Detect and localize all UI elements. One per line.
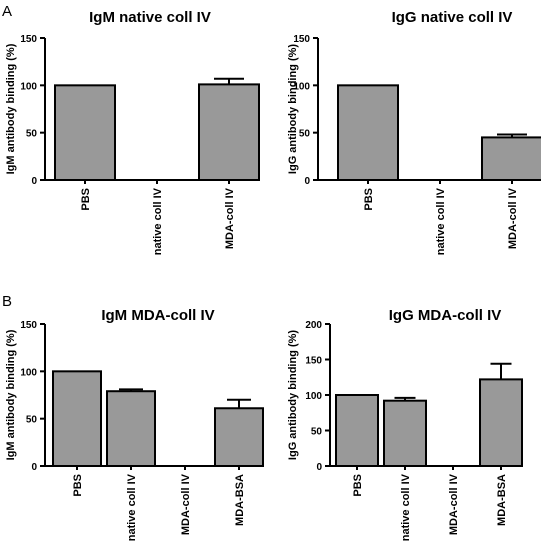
- category-label: native coll IV: [400, 473, 412, 541]
- category-label: MDA-BSA: [234, 474, 246, 526]
- y-tick-label: 0: [31, 462, 37, 473]
- charts-group: IgM native coll IV IgM antibody binding (…: [5, 9, 541, 541]
- y-tick-label: 0: [304, 176, 310, 187]
- y-tick-label: 50: [26, 415, 38, 426]
- y-tick-label: 50: [26, 129, 38, 140]
- y-tick-label: 150: [20, 34, 37, 45]
- y-axis-label: IgM antibody binding (%): [5, 43, 17, 174]
- category-label: PBS: [80, 188, 92, 211]
- y-axis-label: IgG antibody binding (%): [287, 330, 299, 460]
- bar: [337, 84, 399, 181]
- y-axis-label: IgM antibody binding (%): [5, 329, 17, 460]
- y-tick-label: 100: [293, 81, 310, 92]
- chart-2: IgG native coll IV IgG antibody binding (…: [287, 9, 541, 255]
- chart-1: IgM native coll IV IgM antibody binding (…: [5, 9, 260, 255]
- category-label: native coll IV: [435, 187, 447, 255]
- category-label: MDA-coll IV: [224, 187, 236, 249]
- y-tick-label: 100: [20, 81, 37, 92]
- category-label: PBS: [363, 188, 375, 211]
- category-label: MDA-coll IV: [507, 187, 519, 249]
- y-tick-label: 150: [20, 320, 37, 331]
- chart-title: IgM MDA-coll IV: [101, 307, 214, 324]
- category-label: native coll IV: [126, 473, 138, 541]
- y-tick-label: 50: [311, 427, 323, 438]
- category-label: PBS: [72, 474, 84, 497]
- y-tick-label: 150: [305, 356, 322, 367]
- category-label: MDA-coll IV: [448, 473, 460, 535]
- bar: [54, 84, 116, 181]
- category-label: MDA-BSA: [496, 474, 508, 526]
- y-axis-label: IgG antibody binding (%): [287, 44, 299, 174]
- chart-4: IgG MDA-coll IV IgG antibody binding (%) 0…: [287, 307, 523, 541]
- bar: [106, 390, 156, 468]
- chart-title: IgM native coll IV: [89, 9, 211, 26]
- panel-letter-a: A: [2, 3, 12, 20]
- y-tick-label: 150: [293, 34, 310, 45]
- category-label: native coll IV: [152, 187, 164, 255]
- y-tick-label: 100: [305, 391, 322, 402]
- bar: [383, 399, 427, 467]
- category-label: PBS: [352, 474, 364, 497]
- bar: [335, 394, 379, 467]
- chart-title: IgG MDA-coll IV: [389, 307, 502, 324]
- bar: [479, 378, 523, 468]
- bar: [198, 83, 260, 181]
- chart-3: IgM MDA-coll IV IgM antibody binding (%) 0…: [5, 307, 264, 541]
- y-tick-label: 0: [316, 462, 322, 473]
- y-tick-label: 0: [31, 176, 37, 187]
- bar: [214, 407, 264, 467]
- panel-letter-b: B: [2, 293, 12, 310]
- y-tick-label: 50: [299, 129, 311, 140]
- bar: [481, 136, 541, 181]
- bar: [52, 370, 102, 468]
- category-label: MDA-coll IV: [180, 473, 192, 535]
- y-tick-label: 200: [305, 320, 322, 331]
- chart-title: IgG native coll IV: [392, 9, 513, 26]
- y-tick-label: 100: [20, 367, 37, 378]
